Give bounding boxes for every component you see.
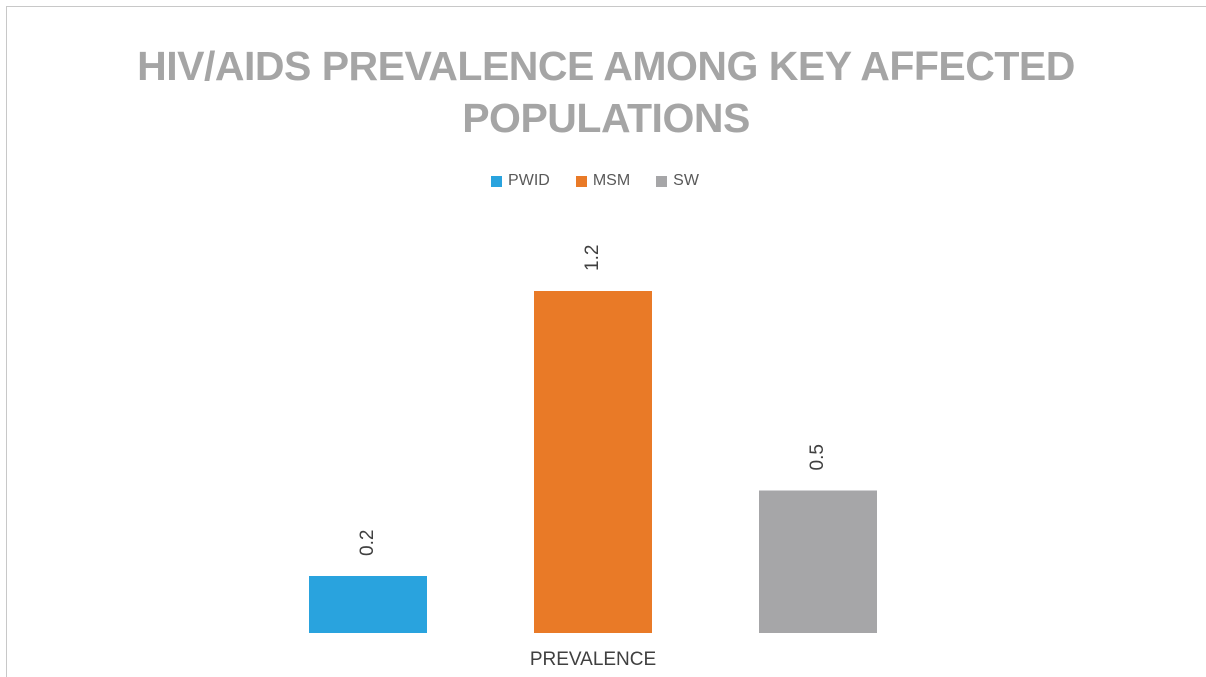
x-axis-category-label: PREVALENCE: [529, 649, 657, 670]
legend-item-pwid: PWID: [491, 172, 550, 190]
legend-swatch-pwid: [491, 175, 503, 187]
chart-title-text: HIV/AIDS PREVALENCE AMONG KEY AFFECTED P…: [137, 43, 1075, 141]
chart-frame: [6, 6, 1206, 677]
bar-msm: [534, 291, 652, 633]
chart-title: HIV/AIDS PREVALENCE AMONG KEY AFFECTED P…: [0, 40, 1206, 144]
data-label-msm: 1.2: [582, 245, 603, 271]
legend-swatch-msm: [575, 175, 587, 187]
legend-label-sw: SW: [673, 172, 699, 189]
bar-sw: [759, 490, 877, 633]
data-label-pwid: 0.2: [357, 530, 378, 556]
legend-label-msm: MSM: [592, 172, 631, 189]
data-label-sw: 0.5: [807, 444, 828, 470]
bar-pwid: [309, 576, 427, 633]
legend-swatch-sw: [656, 175, 668, 187]
legend-item-msm: MSM: [575, 172, 631, 190]
legend: PWID MSM SW: [0, 172, 1190, 190]
legend-item-sw: SW: [656, 172, 699, 190]
legend-label-pwid: PWID: [508, 172, 550, 189]
